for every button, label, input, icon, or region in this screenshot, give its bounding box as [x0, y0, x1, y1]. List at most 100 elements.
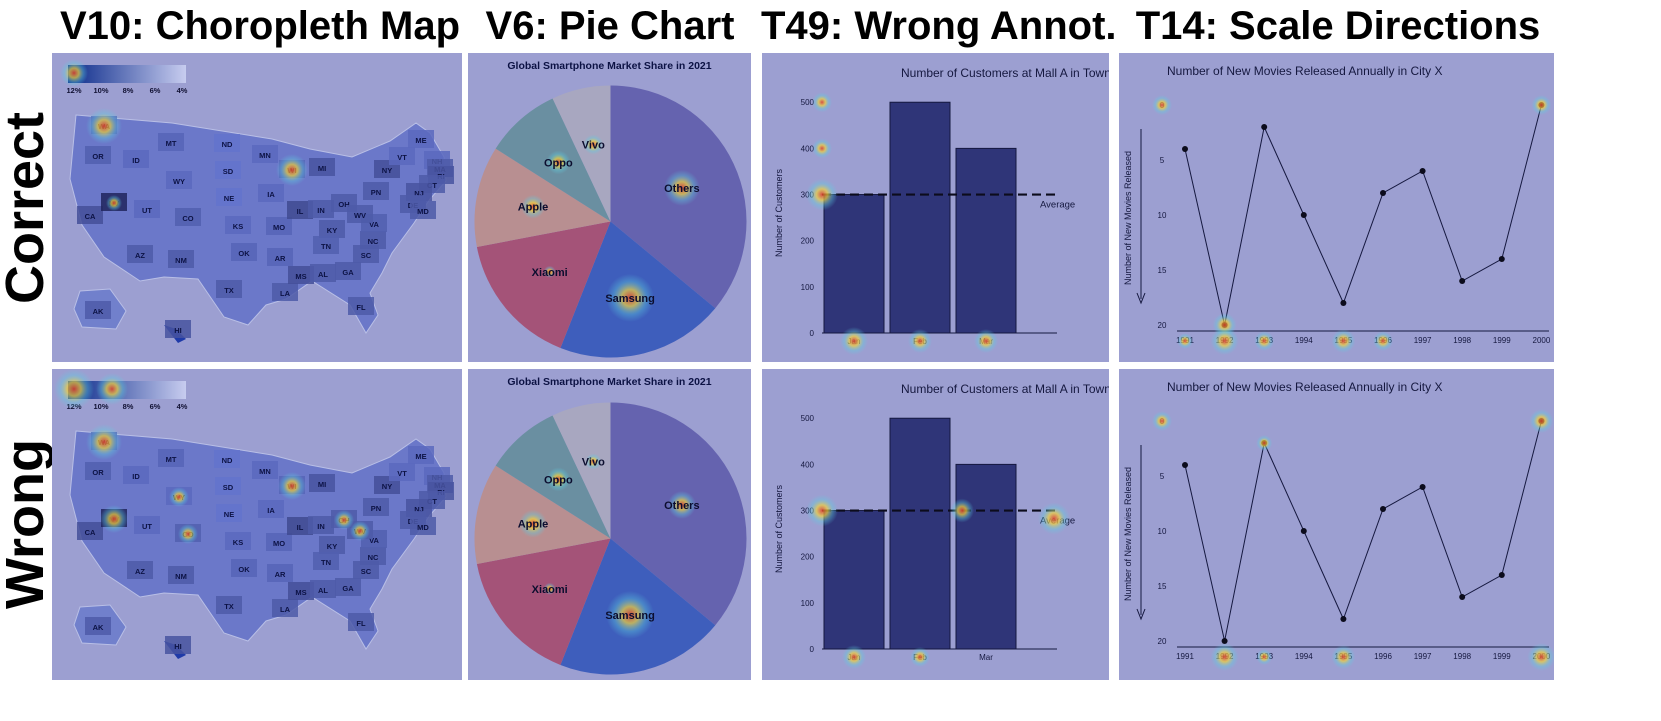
bar-jan	[823, 194, 885, 334]
state-or	[85, 462, 111, 480]
series-line	[1184, 420, 1542, 642]
state-ky	[319, 220, 345, 238]
legend-tick: 10%	[93, 402, 108, 411]
state-label-nc: NC	[368, 553, 379, 562]
state-sd	[215, 477, 241, 495]
state-label-ak: AK	[93, 307, 104, 316]
state-id	[123, 150, 149, 168]
pie-label-oppo: Oppo	[544, 474, 573, 486]
attention-hotspot	[1210, 643, 1239, 671]
state-ok	[231, 243, 257, 261]
legend-tick: 8%	[123, 86, 134, 95]
legend-tick: 12%	[66, 86, 81, 95]
x-tick-label: 1999	[1493, 652, 1511, 661]
series-line	[1184, 104, 1542, 326]
legend-tick: 4%	[177, 86, 188, 95]
state-label-tx: TX	[224, 286, 234, 295]
state-mt	[158, 133, 184, 151]
y-tick-label: 15	[1158, 266, 1167, 275]
y-tick-label: 15	[1158, 582, 1167, 591]
pie-slice-vivo	[552, 402, 611, 539]
state-nc	[360, 547, 386, 565]
pie-title: Global Smartphone Market Share in 2021	[507, 376, 711, 388]
attention-hotspot	[606, 273, 655, 322]
attention-hotspot	[812, 138, 832, 159]
pie-label-apple: Apple	[518, 519, 549, 531]
panel-map-wrong-svg: 12%10%8%6%4%WAORCANVIDMTWYUTAZCONMNDSDNE…	[54, 369, 454, 659]
state-label-md: MD	[417, 207, 429, 216]
state-label-sc: SC	[361, 567, 372, 576]
state-ga	[335, 578, 361, 596]
state-label-wv: WV	[354, 211, 366, 220]
state-label-hi: HI	[174, 642, 182, 651]
x-tick-label: 1997	[1414, 336, 1432, 345]
attention-hotspot	[178, 524, 198, 544]
state-vt	[389, 147, 415, 165]
state-label-nd: ND	[222, 456, 233, 465]
state-az	[127, 561, 153, 579]
state-ms	[288, 266, 314, 284]
state-ne	[216, 504, 242, 522]
state-md	[410, 201, 436, 219]
state-nd	[214, 134, 240, 152]
state-ne	[216, 188, 242, 206]
pie-label-vivo: Vivo	[582, 457, 605, 469]
attention-hotspot	[806, 178, 838, 211]
data-point	[1340, 616, 1347, 622]
state-il	[287, 517, 313, 535]
state-label-ak: AK	[93, 623, 104, 632]
x-tick-label: 1991	[1176, 652, 1194, 661]
state-fl	[348, 613, 374, 631]
bar-jan	[823, 510, 885, 650]
attention-hotspot	[950, 498, 974, 523]
state-sd	[215, 161, 241, 179]
state-ks	[225, 216, 251, 234]
column-title-pie: V6: Pie Chart	[485, 4, 735, 48]
state-label-fl: FL	[356, 619, 366, 628]
x-tick-label: Mar	[979, 653, 993, 662]
state-in	[308, 516, 334, 534]
y-tick-label: 5	[1160, 156, 1165, 165]
state-mi	[309, 474, 335, 492]
state-label-nc: NC	[368, 237, 379, 246]
attention-hotspot	[583, 134, 604, 155]
state-label-ms: MS	[295, 272, 306, 281]
state-label-ks: KS	[233, 222, 243, 231]
state-label-ga: GA	[342, 584, 354, 593]
data-point	[1459, 594, 1466, 600]
attention-hotspot	[1254, 331, 1275, 351]
y-tick-label: 20	[1158, 637, 1167, 646]
pie-label-xiaomi: Xiaomi	[532, 584, 568, 596]
state-label-ut: UT	[142, 206, 152, 215]
state-label-sd: SD	[223, 483, 234, 492]
attention-hotspot	[1531, 95, 1552, 115]
state-hi	[165, 320, 191, 338]
state-label-va: VA	[369, 536, 379, 545]
y-axis-label: Number of Customers	[774, 168, 784, 257]
state-ia	[258, 184, 284, 202]
pie-slice-xiaomi	[476, 538, 611, 665]
attention-hotspot	[543, 265, 556, 278]
data-point	[1419, 168, 1426, 174]
state-wy	[166, 171, 192, 189]
state-label-me: ME	[415, 136, 426, 145]
attention-hotspot	[1331, 329, 1356, 353]
attention-hotspot	[1527, 643, 1554, 671]
state-label-nd: ND	[222, 140, 233, 149]
state-label-or: OR	[92, 152, 104, 161]
state-label-ia: IA	[267, 506, 275, 515]
x-tick-label: 1996	[1374, 652, 1392, 661]
attention-hotspot	[54, 369, 94, 409]
attention-hotspot	[334, 510, 354, 530]
state-label-il: IL	[297, 207, 304, 216]
state-label-mt: MT	[166, 139, 177, 148]
panel-pie-correct-svg: Global Smartphone Market Share in 2021 Ot…	[474, 60, 747, 358]
attention-hotspot	[1152, 411, 1172, 431]
state-label-tn: TN	[321, 558, 331, 567]
state-label-md: MD	[417, 523, 429, 532]
state-label-tx: TX	[224, 602, 234, 611]
panel-pie-correct: Global Smartphone Market Share in 2021 Ot…	[468, 53, 751, 362]
pie-label-vivo: Vivo	[582, 140, 605, 152]
state-ca	[77, 522, 103, 540]
state-label-va: VA	[369, 220, 379, 229]
